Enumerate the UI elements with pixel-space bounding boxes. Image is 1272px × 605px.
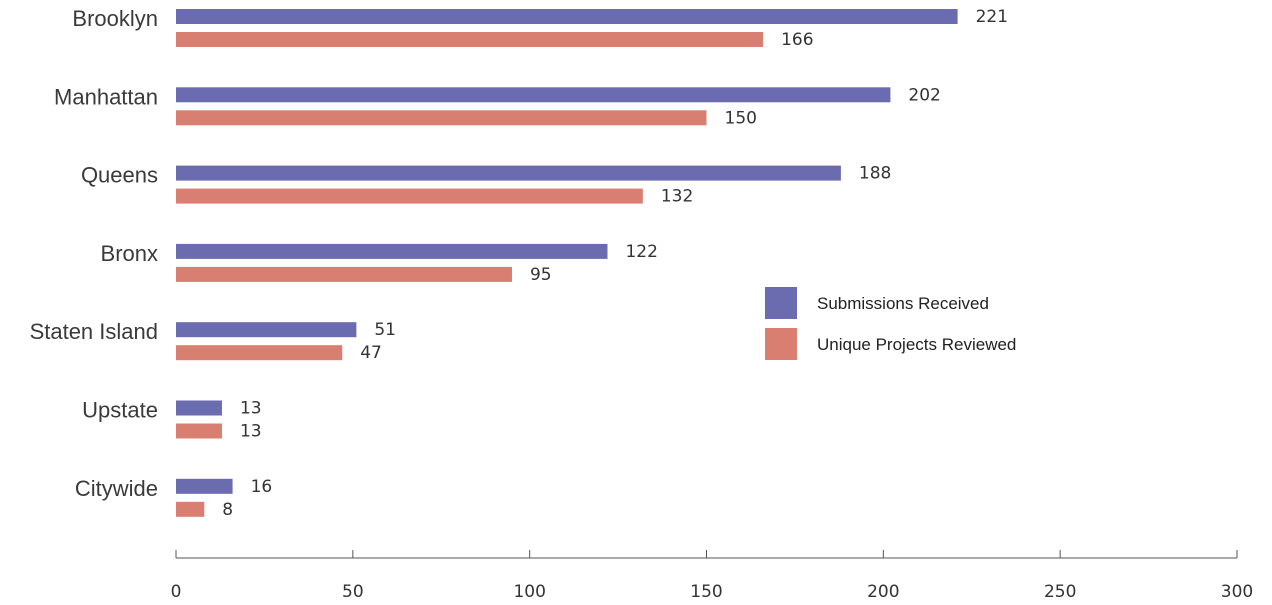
category-group: Queens 188 132 xyxy=(81,163,891,207)
bars-layer: Brooklyn 221 166 Manhattan 202 150 Queens 188 13… xyxy=(30,6,1008,520)
data-label: 13 xyxy=(240,399,262,419)
data-label: 166 xyxy=(781,30,813,50)
data-label: 221 xyxy=(976,7,1008,27)
bar xyxy=(176,110,707,126)
legend-swatch xyxy=(765,328,797,360)
legend-label: Unique Projects Reviewed xyxy=(817,335,1016,354)
bar xyxy=(176,345,343,361)
data-label: 188 xyxy=(859,164,891,184)
bar xyxy=(176,188,643,204)
data-label: 132 xyxy=(661,187,693,207)
x-tick-label: 200 xyxy=(867,582,899,602)
bar xyxy=(176,478,233,494)
category-label: Staten Island xyxy=(30,319,158,344)
data-label: 16 xyxy=(251,477,273,497)
category-label: Manhattan xyxy=(54,84,158,109)
x-tick-label: 50 xyxy=(342,582,364,602)
x-axis: 0 50 100 150 200 250 300 xyxy=(171,550,1253,602)
data-label: 150 xyxy=(725,108,757,128)
data-label: 95 xyxy=(530,265,552,285)
bar xyxy=(176,9,958,24)
bar xyxy=(176,423,222,439)
legend-swatch xyxy=(765,287,797,319)
data-label: 47 xyxy=(360,343,382,363)
x-tick-label: 150 xyxy=(690,582,722,602)
bar xyxy=(176,87,891,103)
category-label: Citywide xyxy=(75,476,158,501)
category-label: Upstate xyxy=(82,398,158,423)
bar xyxy=(176,266,512,282)
data-label: 13 xyxy=(240,422,262,442)
x-tick-label: 100 xyxy=(513,582,545,602)
bar xyxy=(176,322,357,338)
x-tick-label: 250 xyxy=(1044,582,1076,602)
legend: Submissions Received Unique Projects Revi… xyxy=(765,287,1016,360)
category-group: Upstate 13 13 xyxy=(82,398,261,442)
bar xyxy=(176,400,222,416)
bar xyxy=(176,32,764,47)
category-group: Brooklyn 221 166 xyxy=(72,6,1008,50)
data-label: 8 xyxy=(222,500,233,520)
category-group: Citywide 16 8 xyxy=(75,476,272,520)
bar xyxy=(176,165,841,181)
category-group: Staten Island 51 47 xyxy=(30,319,396,363)
x-tick-label: 0 xyxy=(171,582,182,602)
category-label: Bronx xyxy=(101,241,158,266)
x-tick-label: 300 xyxy=(1221,582,1253,602)
category-label: Queens xyxy=(81,163,158,188)
data-label: 122 xyxy=(625,242,657,262)
data-label: 51 xyxy=(374,320,396,340)
category-group: Manhattan 202 150 xyxy=(54,84,941,128)
bar xyxy=(176,243,608,259)
data-label: 202 xyxy=(908,85,940,105)
bar xyxy=(176,501,205,517)
category-label: Brooklyn xyxy=(72,6,158,31)
category-group: Bronx 122 95 xyxy=(101,241,658,285)
legend-label: Submissions Received xyxy=(817,294,989,313)
